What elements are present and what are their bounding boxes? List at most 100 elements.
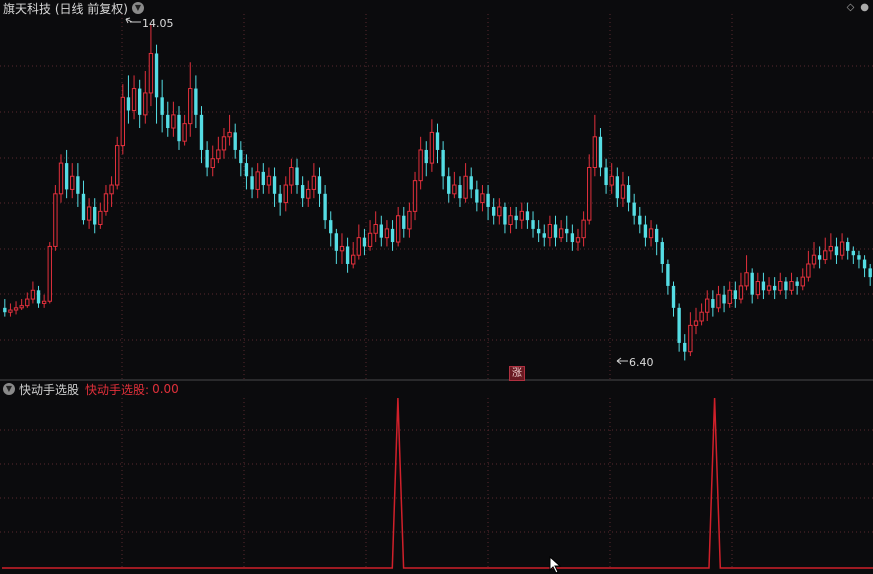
candle [58, 154, 64, 203]
candle [570, 224, 575, 251]
high-annotation: 14.05 [125, 17, 174, 30]
candle [846, 237, 850, 260]
candle [53, 185, 58, 251]
candle [244, 154, 249, 190]
candle [283, 176, 288, 212]
candle [519, 202, 524, 229]
candle [137, 79, 142, 129]
candle [182, 114, 187, 146]
candle [492, 198, 496, 225]
candle [553, 215, 558, 247]
chevron-down-icon[interactable]: ▼ [132, 2, 144, 14]
mouse-cursor-icon [549, 556, 562, 574]
indicator-header: ▼ 快动手选股 快动手选股: 0.00 [0, 381, 179, 397]
candle [3, 299, 7, 317]
candle [64, 149, 69, 199]
candle [255, 163, 260, 199]
candle [41, 294, 47, 308]
corner-controls: ◇ ● [847, 2, 869, 13]
candle [76, 163, 80, 207]
candle [395, 206, 401, 247]
settings-dot-icon[interactable]: ● [860, 2, 869, 13]
candle [800, 268, 805, 291]
candle [216, 136, 221, 164]
candle [131, 75, 137, 120]
candle [373, 211, 378, 243]
candle [525, 202, 530, 229]
diamond-icon[interactable]: ◇ [846, 2, 855, 13]
candle [565, 215, 569, 243]
candle [334, 228, 339, 264]
candle [744, 255, 749, 291]
candle [738, 272, 744, 304]
candle [351, 242, 356, 269]
candle [755, 272, 760, 300]
candle [160, 79, 164, 133]
candle [120, 84, 126, 155]
candle [266, 167, 272, 194]
candle [233, 123, 237, 159]
candle [497, 198, 502, 225]
candle [345, 237, 350, 273]
candle [93, 198, 97, 234]
candle [688, 312, 693, 357]
candle [592, 114, 598, 177]
chevron-down-icon[interactable]: ▼ [3, 383, 15, 395]
candle [469, 167, 473, 199]
candle [81, 180, 86, 225]
candle [727, 281, 732, 308]
candle [806, 250, 811, 282]
candle [542, 224, 546, 247]
indicator-grid [0, 398, 873, 570]
candle [47, 242, 52, 304]
candle [412, 171, 418, 221]
candle [390, 220, 395, 251]
candle [817, 246, 822, 269]
candle [323, 185, 327, 229]
candle [789, 272, 794, 295]
candle [171, 101, 176, 137]
candle [402, 206, 406, 238]
candle [547, 215, 553, 247]
candle [278, 185, 282, 216]
candle [177, 106, 181, 150]
candle [475, 180, 479, 212]
candle [486, 185, 490, 221]
candle [575, 228, 581, 251]
candle [188, 62, 193, 137]
candle [250, 167, 254, 199]
candle [683, 334, 687, 361]
candle [868, 263, 872, 286]
candle [531, 211, 535, 238]
candle [604, 158, 608, 194]
candle [98, 202, 103, 229]
candle [154, 44, 159, 124]
candle [19, 299, 24, 311]
candle [300, 176, 305, 207]
candle [210, 145, 215, 177]
candle [828, 233, 834, 260]
candle [407, 202, 412, 238]
candle [722, 285, 726, 313]
candle [514, 206, 518, 229]
high-price-label: 14.05 [142, 17, 174, 30]
candle [660, 237, 664, 273]
candle [115, 136, 120, 190]
candle [103, 185, 109, 216]
candle [13, 301, 19, 315]
candle [458, 176, 462, 207]
candle [677, 303, 681, 352]
candle [839, 233, 845, 260]
candle [205, 141, 209, 177]
candle [289, 158, 294, 194]
candle [598, 128, 603, 177]
candle [609, 163, 614, 194]
candle [862, 255, 867, 278]
candle [86, 198, 92, 229]
candle [666, 259, 670, 295]
candle [643, 215, 648, 247]
candle [429, 119, 435, 172]
candle [194, 75, 198, 129]
event-badge[interactable]: 涨 [509, 366, 525, 381]
